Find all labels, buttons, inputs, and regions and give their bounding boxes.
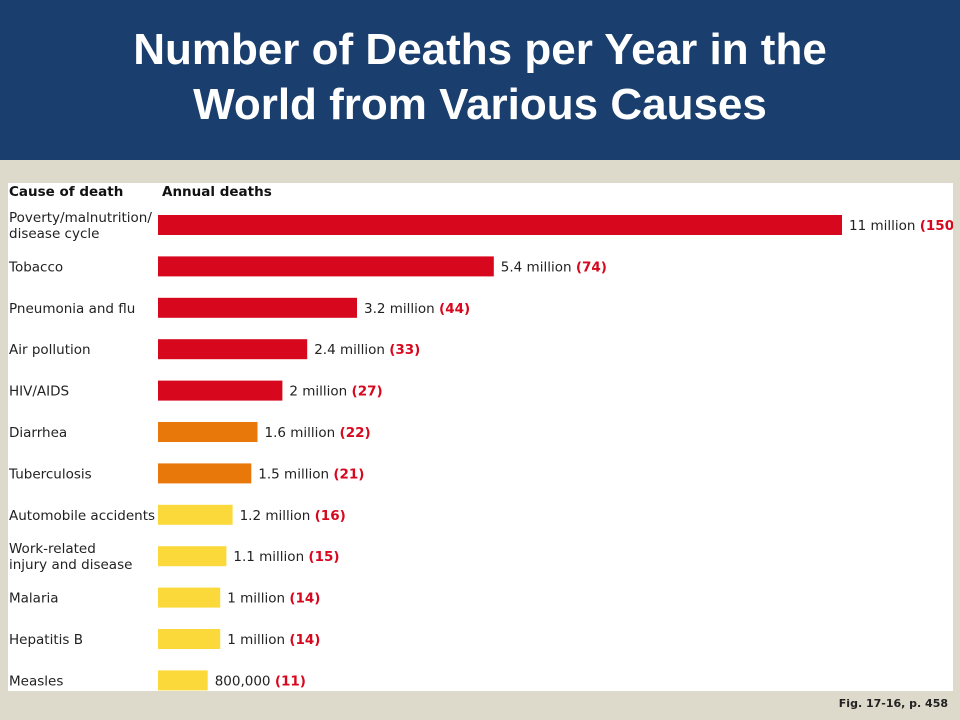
column-header-cause: Cause of death bbox=[9, 184, 123, 200]
category-label: Tobacco bbox=[8, 259, 63, 275]
bar bbox=[158, 463, 252, 484]
chart-panel: Cause of death Annual deaths Poverty/malnu… bbox=[8, 183, 953, 691]
bar bbox=[158, 380, 283, 401]
value-label: 1.2 million (16) bbox=[240, 508, 346, 524]
bar-chart: Cause of death Annual deaths Poverty/malnu… bbox=[8, 184, 953, 691]
value-label: 1 million (14) bbox=[227, 632, 320, 648]
bar bbox=[158, 587, 221, 608]
category-label: Hepatitis B bbox=[9, 632, 83, 648]
category-label: Pneumonia and flu bbox=[9, 301, 135, 317]
category-label: HIV/AIDS bbox=[9, 384, 69, 400]
figure-reference: Fig. 17-16, p. 458 bbox=[838, 697, 948, 710]
category-label: Automobile accidents bbox=[9, 508, 155, 524]
category-label: Air pollution bbox=[9, 342, 91, 358]
category-label: Malaria bbox=[9, 591, 59, 607]
value-label: 1.1 million (15) bbox=[233, 549, 339, 565]
category-label: Poverty/malnutrition/disease cycle bbox=[9, 210, 152, 242]
value-label: 2.4 million (33) bbox=[314, 342, 420, 358]
bar bbox=[158, 297, 357, 318]
bar bbox=[158, 215, 842, 235]
value-label: 5.4 million (74) bbox=[501, 259, 607, 275]
title-banner: Number of Deaths per Year in the World f… bbox=[0, 0, 960, 160]
bar bbox=[158, 629, 221, 649]
value-label: 1.5 million (21) bbox=[258, 466, 364, 482]
page-title: Number of Deaths per Year in the World f… bbox=[0, 22, 960, 132]
bar bbox=[158, 546, 227, 567]
value-label: 1 million (14) bbox=[227, 591, 320, 607]
title-line-1: Number of Deaths per Year in the bbox=[133, 25, 827, 74]
bar bbox=[158, 339, 308, 360]
value-label: 2 million (27) bbox=[289, 384, 382, 400]
title-line-2: World from Various Causes bbox=[193, 80, 767, 129]
bar bbox=[158, 670, 208, 691]
value-label: 11 million (150) bbox=[849, 218, 953, 234]
value-label: 3.2 million (44) bbox=[364, 301, 470, 317]
value-label: 800,000 (11) bbox=[215, 673, 306, 689]
value-label: 1.6 million (22) bbox=[265, 425, 371, 441]
category-label: Tuberculosis bbox=[8, 466, 92, 482]
category-label: Work-related injury and disease bbox=[9, 541, 132, 573]
bar bbox=[158, 256, 494, 277]
column-header-deaths: Annual deaths bbox=[162, 184, 272, 200]
category-label: Diarrhea bbox=[9, 425, 67, 441]
bar bbox=[158, 504, 233, 525]
category-label: Measles bbox=[9, 673, 63, 689]
bar bbox=[158, 422, 258, 442]
